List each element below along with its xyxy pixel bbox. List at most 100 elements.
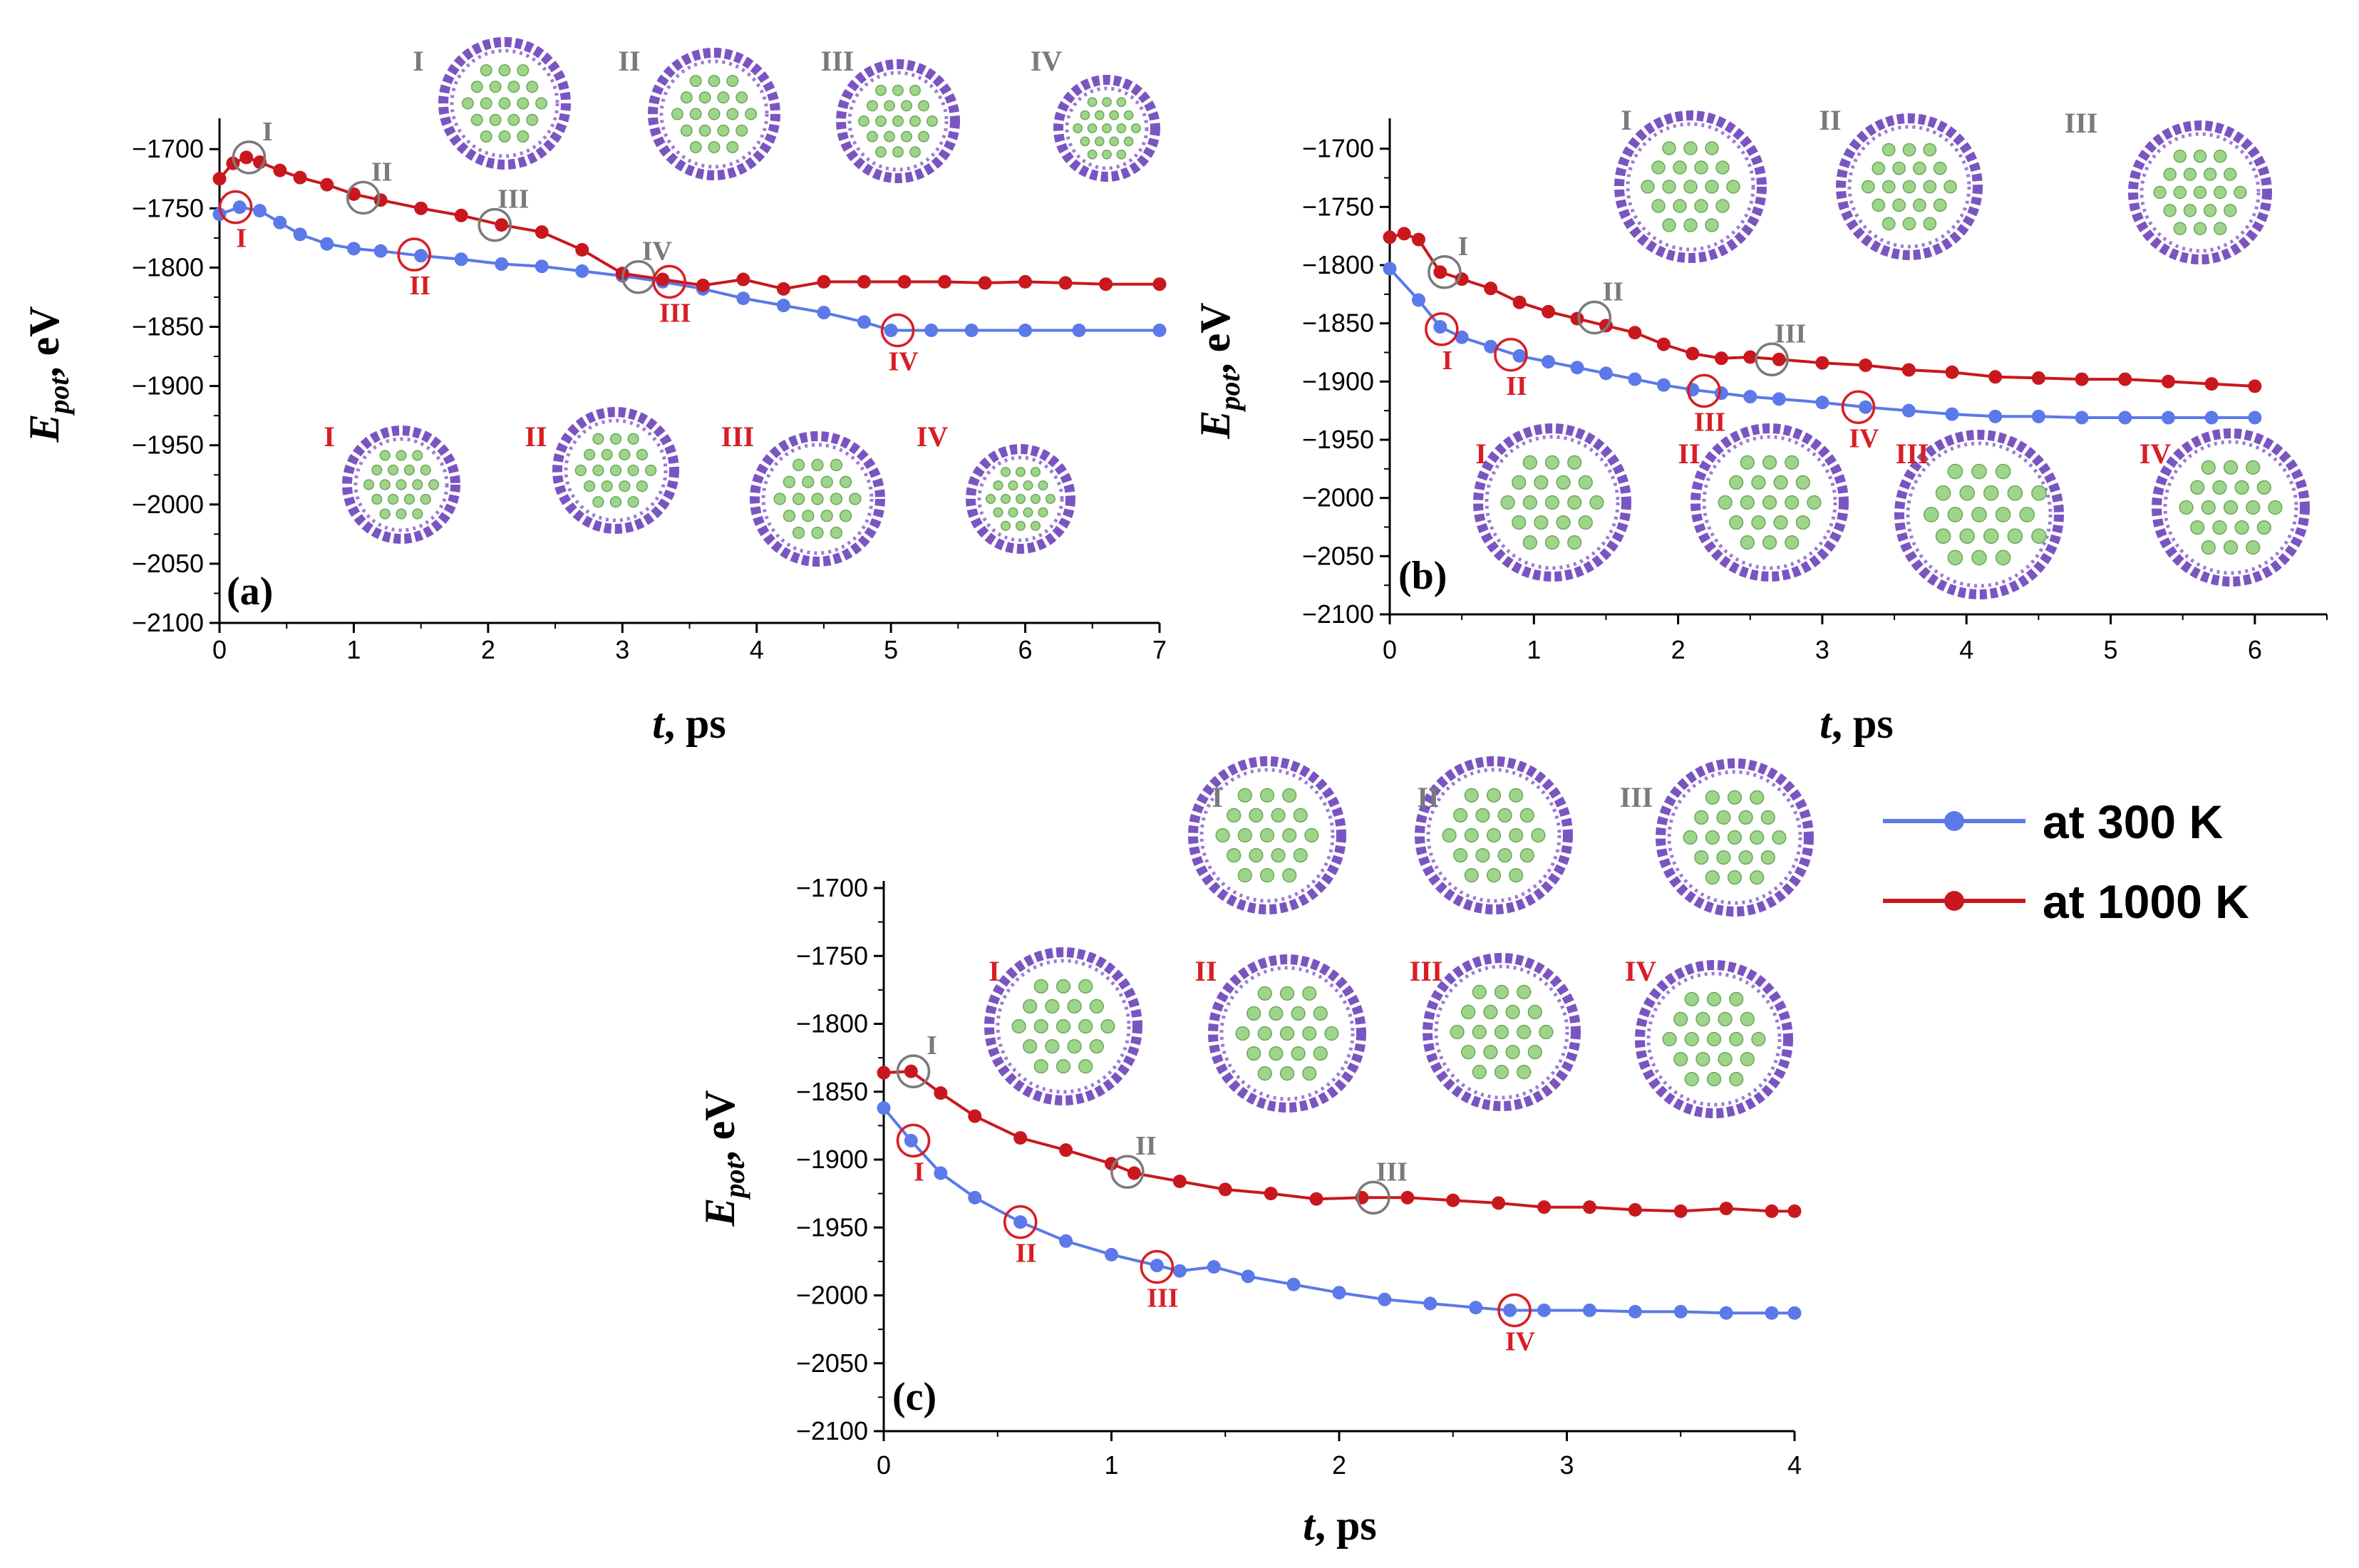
sodium-atom-icon	[1923, 180, 1937, 194]
sodium-atom-icon	[1760, 810, 1775, 825]
sodium-atom-icon	[1483, 1004, 1498, 1020]
sodium-atom-icon	[1094, 136, 1105, 147]
tube-shell-icon	[1690, 423, 1849, 582]
sodium-atom-icon	[517, 64, 530, 77]
tube-shell-icon	[342, 425, 460, 544]
sodium-atom-icon	[1080, 110, 1090, 120]
sodium-atom-icon	[1291, 1006, 1306, 1021]
data-point-1000K	[1570, 311, 1584, 326]
sodium-atom-icon	[1509, 788, 1524, 803]
sodium-atom-icon	[875, 146, 887, 158]
snapshot-label-1000k: III	[1620, 781, 1653, 813]
sodium-atom-icon	[1522, 455, 1537, 470]
sodium-atom-icon	[480, 130, 492, 143]
x-axis-label-unit: , ps	[1832, 700, 1894, 747]
sodium-atom-icon	[363, 479, 374, 490]
panel-label: (b)	[1398, 554, 1447, 598]
x-tick-label: 1	[1104, 1450, 1118, 1480]
tube-shell-icon	[1053, 75, 1160, 182]
x-axis-label-unit: , ps	[1315, 1502, 1377, 1549]
sodium-atom-icon	[2246, 460, 2261, 475]
data-point-1000K	[1105, 1157, 1118, 1171]
data-point-300K	[1901, 403, 1916, 418]
sodium-atom-icon	[1015, 520, 1026, 531]
data-point-1000K	[1264, 1187, 1278, 1201]
data-point-1000K	[1714, 351, 1728, 366]
tube-mesh-icon	[1065, 86, 1149, 170]
x-tick-label: 2	[481, 635, 495, 664]
sodium-atom-icon	[1078, 1018, 1093, 1034]
x-tick-label: 6	[1018, 635, 1033, 664]
data-point-1000K	[904, 1064, 918, 1078]
y-tick-label: −1800	[796, 1009, 868, 1038]
sodium-atom-icon	[1109, 110, 1120, 120]
sodium-atom-icon	[583, 480, 596, 492]
y-tick-label: −1850	[1302, 309, 1374, 338]
data-point-300K	[2075, 411, 2089, 425]
data-point-300K	[2031, 409, 2045, 423]
sodium-atom-icon	[2234, 520, 2249, 535]
x-axis-label: t, ps	[1819, 700, 1893, 747]
sodium-atom-icon	[1033, 1018, 1048, 1034]
data-point-1000K	[1686, 346, 1700, 361]
sodium-atom-icon	[1534, 475, 1549, 490]
legend-item-1: at 300 K	[1883, 795, 2223, 848]
sodium-atom-icon	[1705, 218, 1719, 232]
sodium-atom-icon	[619, 448, 631, 460]
snapshot-label-1000k: III	[821, 45, 855, 77]
snapshot-label-300k: II	[1194, 955, 1217, 987]
y-axis-label: Epot, eV	[21, 306, 75, 443]
sodium-atom-icon	[1045, 999, 1060, 1014]
snapshot-label-300k: IV	[917, 421, 949, 453]
x-tick-label: 1	[346, 635, 361, 664]
y-tick-label: −2050	[132, 549, 204, 578]
sodium-atom-icon	[1695, 1051, 1710, 1067]
x-tick-label: 6	[2248, 635, 2262, 664]
legend-item-2: at 1000 K	[1883, 875, 2249, 928]
data-point-300K	[253, 204, 267, 218]
sodium-atom-icon	[1102, 149, 1112, 160]
sodium-atom-icon	[1773, 515, 1788, 530]
data-point-1000K	[1719, 1202, 1733, 1216]
sodium-atom-icon	[1089, 1038, 1104, 1054]
snapshot-1000k-4	[1053, 75, 1160, 182]
x-tick-label: 0	[1383, 635, 1397, 664]
sodium-atom-icon	[726, 108, 739, 120]
sodium-atom-icon	[1578, 475, 1593, 490]
sodium-atom-icon	[1923, 507, 1939, 522]
data-point-1000K	[1058, 276, 1073, 290]
data-point-1000K	[1945, 365, 1959, 379]
sodium-atom-icon	[1269, 1046, 1284, 1061]
sodium-atom-icon	[875, 115, 887, 127]
legend-label: at 300 K	[2043, 795, 2223, 848]
snapshot-label-1000k: II	[618, 45, 640, 77]
sodium-atom-icon	[1237, 868, 1252, 883]
sodium-atom-icon	[783, 475, 796, 488]
sodium-atom-icon	[627, 464, 639, 477]
sodium-atom-icon	[1729, 515, 1744, 530]
sodium-atom-icon	[1983, 485, 1999, 501]
state-marker-label: I	[236, 224, 247, 254]
data-point-300K	[1150, 1259, 1164, 1273]
sodium-atom-icon	[1282, 868, 1297, 883]
sodium-atom-icon	[1073, 123, 1083, 133]
x-axis-label-var: t	[1819, 700, 1833, 747]
data-point-1000K	[1656, 337, 1671, 351]
sodium-atom-icon	[918, 100, 929, 112]
sodium-atom-icon	[901, 130, 912, 143]
sodium-atom-icon	[1651, 199, 1666, 213]
sodium-atom-icon	[1324, 1026, 1339, 1041]
tube-shell-icon	[438, 37, 571, 170]
sodium-atom-icon	[2163, 204, 2177, 217]
data-point-1000K	[1309, 1192, 1323, 1206]
snapshot-label-1000k: III	[2065, 107, 2098, 139]
sodium-atom-icon	[1729, 1031, 1744, 1047]
tube-mesh-icon	[450, 48, 559, 158]
sodium-atom-icon	[792, 492, 805, 505]
sodium-atom-icon	[2268, 500, 2283, 515]
x-tick-label: 0	[877, 1450, 891, 1480]
data-point-1000K	[1628, 1202, 1642, 1217]
state-marker-circle	[1428, 255, 1462, 289]
sodium-atom-icon	[1505, 1004, 1520, 1020]
sodium-atom-icon	[1740, 455, 1755, 470]
